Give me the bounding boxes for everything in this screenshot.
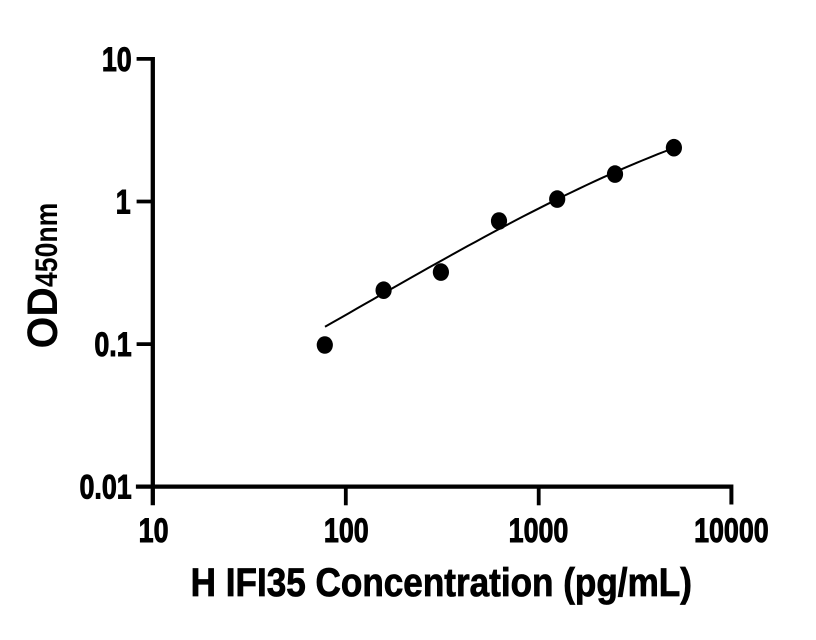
svg-text:1000: 1000 xyxy=(509,512,569,550)
svg-text:1: 1 xyxy=(116,184,131,222)
svg-text:450nm: 450nm xyxy=(30,203,65,287)
svg-text:10: 10 xyxy=(139,512,169,550)
svg-text:10: 10 xyxy=(102,41,132,79)
svg-text:100: 100 xyxy=(324,512,369,550)
svg-text:10000: 10000 xyxy=(694,512,769,550)
svg-text:OD: OD xyxy=(18,287,66,348)
svg-text:H IFI35 Concentration (pg/mL): H IFI35 Concentration (pg/mL) xyxy=(191,560,692,605)
svg-text:0.1: 0.1 xyxy=(94,326,131,364)
svg-text:0.01: 0.01 xyxy=(79,469,131,507)
